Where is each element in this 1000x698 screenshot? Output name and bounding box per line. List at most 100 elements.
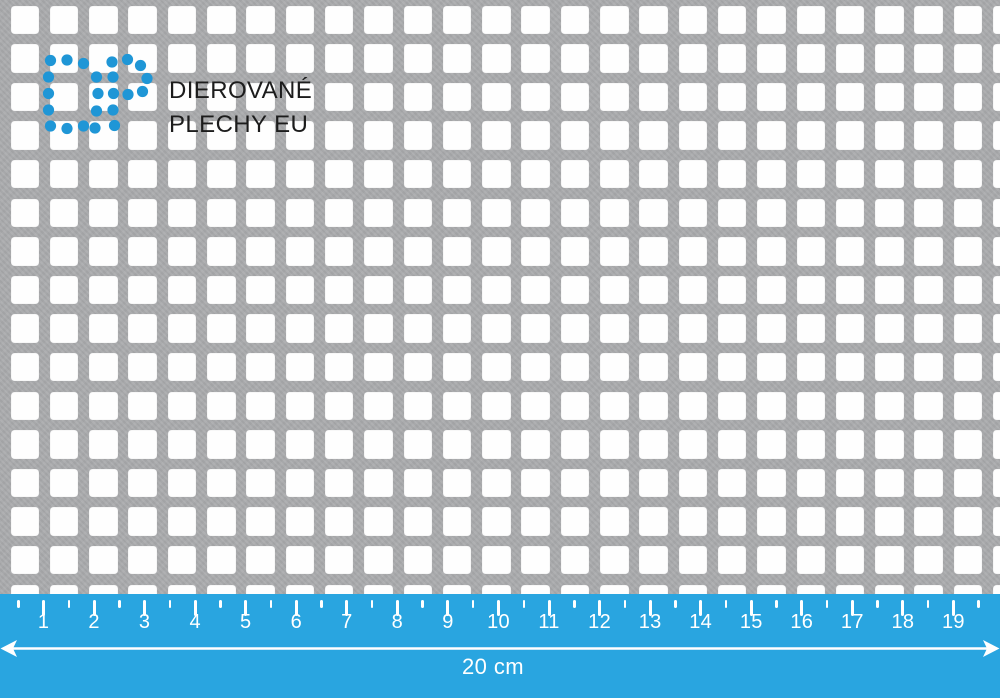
ruler-cm-label: 3 [138,611,151,633]
perforation-hole [875,275,904,305]
perforation-hole [914,159,943,189]
perforation-hole [639,545,668,575]
perforation-hole [993,275,1000,305]
perforation-hole [875,468,904,498]
perforation-hole [953,82,983,112]
perforation-hole [639,237,668,266]
perforation-hole [207,507,236,536]
perforation-hole [796,545,825,575]
perforation-hole [639,121,668,150]
ruler-tick-major [42,600,46,616]
perforation-hole [285,198,315,227]
logo-dot [77,57,90,70]
perforation-hole [246,159,275,189]
perforation-hole [560,545,590,575]
perforation-hole [600,237,629,266]
perforation-hole [993,121,1000,150]
perforation-hole [442,237,472,266]
perforation-hole [835,468,865,498]
perforation-hole [600,198,629,227]
perforation-hole [49,507,79,536]
ruler-cm-label: 10 [487,611,510,633]
logo-dot [90,105,103,117]
perforation-hole [835,352,865,382]
perforation-hole [49,275,79,305]
perforation-hole [717,314,747,343]
perforation-hole [442,198,472,227]
perforation-hole [482,44,511,73]
perforation-hole [403,5,432,34]
perforation-hole [128,352,157,382]
perforation-hole [128,159,157,189]
perforation-hole [914,352,943,382]
ruler-tick-major [901,600,905,616]
ruler-tick-minor [674,600,677,608]
perforation-hole [639,82,668,112]
perforation-hole [324,545,354,575]
perforation-hole [521,468,550,498]
perforation-hole [324,352,354,382]
perforation-hole [403,314,432,343]
perforation-hole [875,121,904,150]
perforation-hole [167,275,197,305]
perforation-hole [246,237,275,266]
perforation-hole [600,545,629,575]
perforation-hole [167,5,197,34]
perforation-hole [757,391,786,420]
ruler-tick-major [395,600,399,616]
perforation-hole [560,5,590,34]
perforation-hole [403,121,432,150]
perforation-hole [403,468,432,498]
ruler-tick-minor [471,600,475,608]
brand-line-1: DIEROVANÉ [169,77,313,104]
perforation-hole [600,275,629,305]
perforation-hole [796,237,825,266]
perforation-hole [796,121,825,150]
perforation-hole [246,44,275,73]
perforation-hole [796,275,825,305]
perforation-hole [207,237,236,266]
perforation-hole [442,545,472,575]
perforation-hole [717,198,747,227]
perforation-hole [835,545,865,575]
perforation-hole [324,82,354,112]
perforation-hole [953,468,983,498]
perforation-hole [717,237,747,266]
perforation-hole [796,314,825,343]
perforation-hole [914,5,943,34]
perforation-hole [207,44,236,73]
ruler-tick-minor [522,600,526,608]
perforation-hole [285,391,315,420]
perforation-hole [717,545,747,575]
perforation-hole [796,5,825,34]
perforation-hole [953,507,983,536]
perforation-hole [796,44,825,73]
perforation-hole [10,159,39,189]
perforation-hole [128,545,157,575]
perforation-hole [207,121,236,150]
perforation-hole [639,275,668,305]
perforation-hole [757,237,786,266]
perforation-hole [521,430,550,459]
perforation-hole [324,5,354,34]
perforation-hole [914,82,943,112]
perforation-hole [600,5,629,34]
perforation-hole [717,391,747,420]
perforation-hole [953,352,983,382]
perforation-hole [560,314,590,343]
perforation-hole [167,352,197,382]
perforation-hole [207,198,236,227]
logo-dot [42,87,55,100]
perforation-hole [207,391,236,420]
perforation-hole [678,275,708,305]
perforation-hole [324,159,354,189]
perforation-hole [993,82,1000,112]
perforation-hole [364,5,393,34]
perforation-hole [560,352,590,382]
perforation-hole [49,545,79,575]
perforation-hole [717,352,747,382]
perforation-hole [10,198,39,227]
perforation-hole [482,507,511,536]
perforation-hole [285,82,315,112]
